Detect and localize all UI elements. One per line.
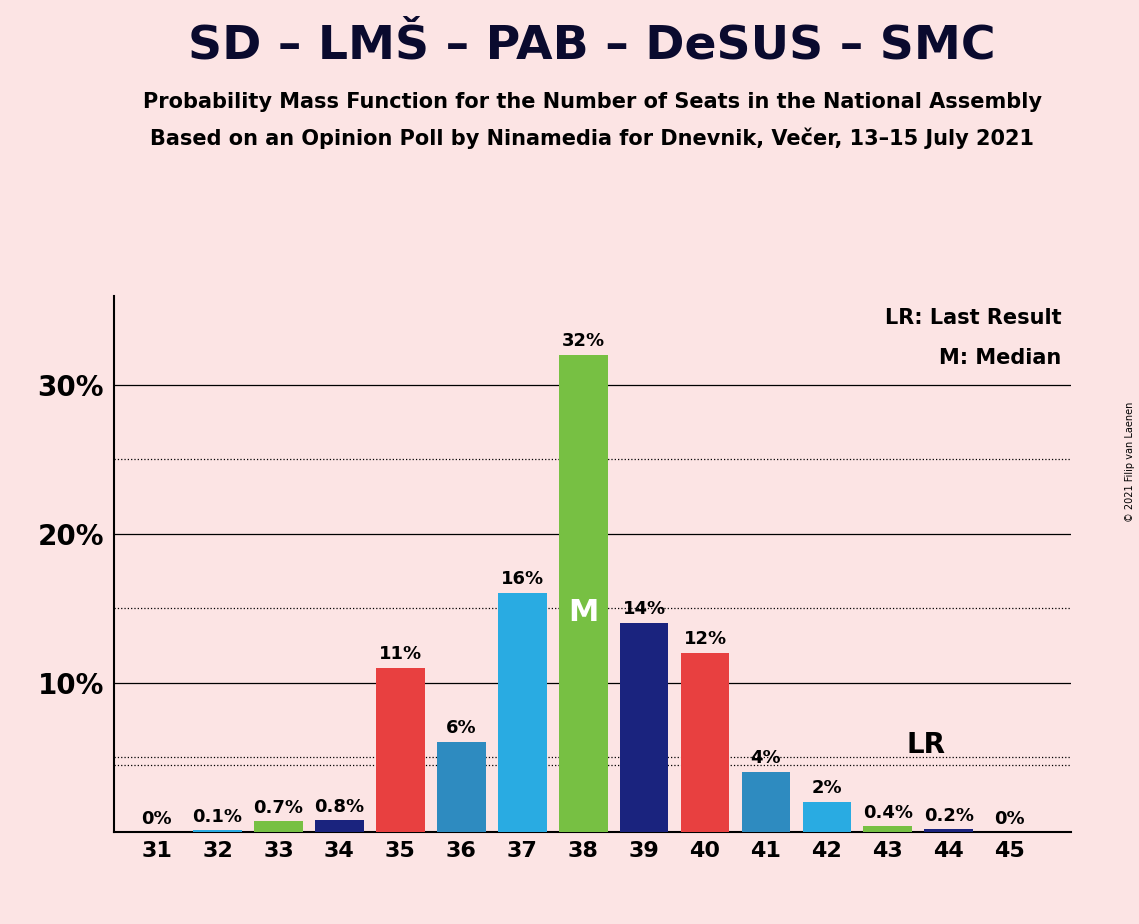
Text: SD – LMŠ – PAB – DeSUS – SMC: SD – LMŠ – PAB – DeSUS – SMC bbox=[188, 23, 997, 68]
Text: 6%: 6% bbox=[446, 719, 476, 737]
Text: Probability Mass Function for the Number of Seats in the National Assembly: Probability Mass Function for the Number… bbox=[142, 92, 1042, 113]
Bar bbox=[559, 355, 607, 832]
Text: 0%: 0% bbox=[994, 809, 1025, 828]
Text: © 2021 Filip van Laenen: © 2021 Filip van Laenen bbox=[1125, 402, 1134, 522]
Text: LR: LR bbox=[907, 732, 945, 760]
Text: 0%: 0% bbox=[141, 809, 172, 828]
Bar bbox=[316, 820, 363, 832]
Bar bbox=[620, 623, 669, 832]
Text: M: Median: M: Median bbox=[940, 347, 1062, 368]
Text: 0.7%: 0.7% bbox=[254, 799, 303, 818]
Bar bbox=[437, 742, 485, 832]
Bar bbox=[863, 826, 912, 832]
Text: 12%: 12% bbox=[683, 630, 727, 648]
Text: Based on an Opinion Poll by Ninamedia for Dnevnik, Večer, 13–15 July 2021: Based on an Opinion Poll by Ninamedia fo… bbox=[150, 128, 1034, 149]
Bar bbox=[925, 829, 973, 832]
Bar bbox=[254, 821, 303, 832]
Bar bbox=[194, 830, 241, 832]
Text: 16%: 16% bbox=[501, 570, 543, 589]
Bar bbox=[803, 802, 851, 832]
Text: 0.8%: 0.8% bbox=[314, 798, 364, 816]
Text: 0.1%: 0.1% bbox=[192, 808, 243, 826]
Bar bbox=[741, 772, 790, 832]
Text: 0.4%: 0.4% bbox=[863, 804, 912, 822]
Text: 0.2%: 0.2% bbox=[924, 807, 974, 825]
Bar bbox=[376, 668, 425, 832]
Text: M: M bbox=[568, 598, 598, 627]
Bar bbox=[498, 593, 547, 832]
Text: 2%: 2% bbox=[812, 779, 842, 796]
Text: 11%: 11% bbox=[379, 645, 421, 663]
Text: LR: Last Result: LR: Last Result bbox=[885, 308, 1062, 328]
Text: 14%: 14% bbox=[623, 600, 665, 618]
Text: 32%: 32% bbox=[562, 332, 605, 350]
Text: 4%: 4% bbox=[751, 748, 781, 767]
Bar bbox=[681, 653, 729, 832]
